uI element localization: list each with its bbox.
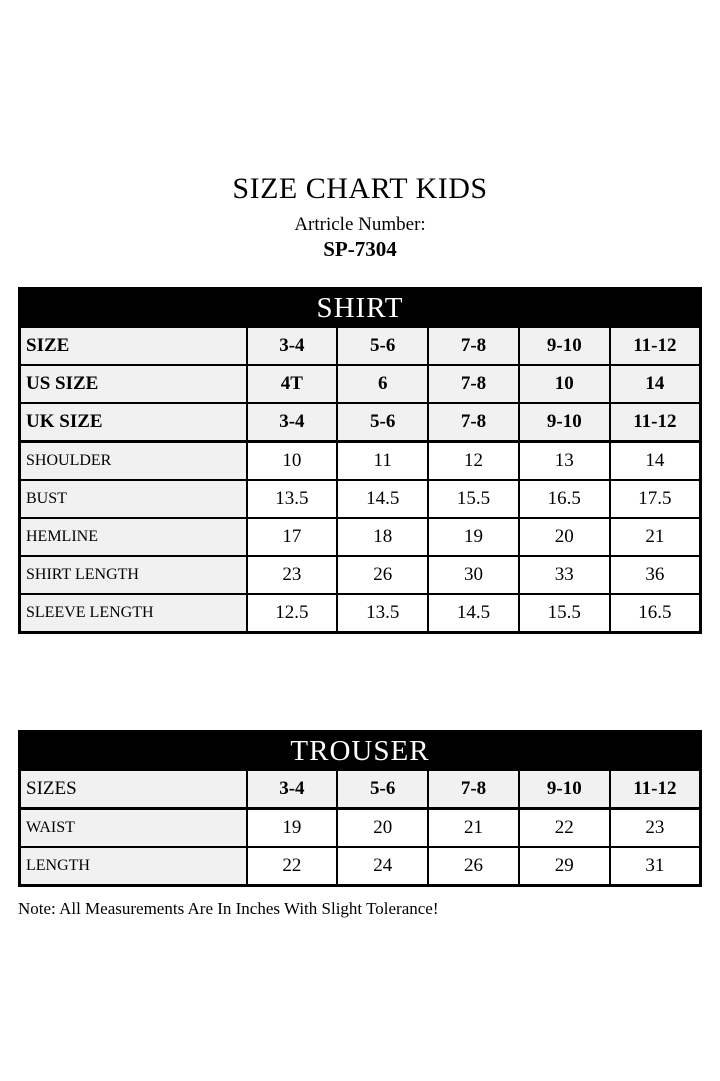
- trouser-table-title: TROUSER: [18, 730, 702, 771]
- value-cell: 9-10: [517, 326, 611, 366]
- trouser-size-table-section: TROUSER SIZES 3-4 5-6 7-8 9-10 11-12 WAIST 19 20…: [18, 730, 702, 887]
- shirt-table: SHIRT SIZE 3-4 5-6 7-8 9-10 11-12 US SIZE 4T 6 7-…: [18, 287, 702, 634]
- value-cell: 21: [608, 517, 702, 557]
- table-row: WAIST 19 20 21 22 23: [18, 807, 702, 848]
- value-cell: 16.5: [608, 593, 702, 634]
- value-cell: 36: [608, 555, 702, 595]
- table-row: SLEEVE LENGTH 12.5 13.5 14.5 15.5 16.5: [18, 593, 702, 634]
- row-label-cell: BUST: [18, 479, 248, 519]
- table-row: UK SIZE 3-4 5-6 7-8 9-10 11-12: [18, 402, 702, 443]
- value-cell: 7-8: [427, 326, 520, 366]
- trouser-table-header-row: TROUSER: [18, 730, 702, 771]
- value-cell: 3-4: [245, 326, 339, 366]
- shirt-table-header-row: SHIRT: [18, 287, 702, 328]
- value-cell: 19: [427, 517, 520, 557]
- row-label-cell: LENGTH: [18, 846, 248, 887]
- value-cell: 11: [336, 440, 430, 481]
- trouser-table: TROUSER SIZES 3-4 5-6 7-8 9-10 11-12 WAIST 19 20…: [18, 730, 702, 887]
- row-label-cell: WAIST: [18, 807, 248, 848]
- table-row: BUST 13.5 14.5 15.5 16.5 17.5: [18, 479, 702, 519]
- value-cell: 3-4: [245, 402, 339, 443]
- value-cell: 14: [608, 364, 702, 404]
- value-cell: 14: [608, 440, 702, 481]
- table-row: SIZE 3-4 5-6 7-8 9-10 11-12: [18, 326, 702, 366]
- value-cell: 15.5: [517, 593, 611, 634]
- value-cell: 7-8: [427, 769, 520, 810]
- article-number-label: Artricle Number:: [294, 214, 426, 235]
- value-cell: 11-12: [608, 326, 702, 366]
- value-cell: 15.5: [427, 479, 520, 519]
- row-label-cell: SIZE: [18, 326, 248, 366]
- value-cell: 11-12: [608, 402, 702, 443]
- row-label-cell: SHIRT LENGTH: [18, 555, 248, 595]
- value-cell: 30: [427, 555, 520, 595]
- row-label-cell: US SIZE: [18, 364, 248, 404]
- value-cell: 19: [245, 807, 339, 848]
- table-row: LENGTH 22 24 26 29 31: [18, 846, 702, 887]
- value-cell: 16.5: [517, 479, 611, 519]
- value-cell: 10: [245, 440, 339, 481]
- value-cell: 26: [427, 846, 520, 887]
- value-cell: 4T: [245, 364, 339, 404]
- value-cell: 12: [427, 440, 520, 481]
- table-row: SIZES 3-4 5-6 7-8 9-10 11-12: [18, 769, 702, 810]
- value-cell: 22: [517, 807, 611, 848]
- value-cell: 29: [517, 846, 611, 887]
- value-cell: 23: [608, 807, 702, 848]
- table-row: SHOULDER 10 11 12 13 14: [18, 440, 702, 481]
- row-label-cell: HEMLINE: [18, 517, 248, 557]
- value-cell: 12.5: [245, 593, 339, 634]
- value-cell: 13.5: [245, 479, 339, 519]
- value-cell: 13: [517, 440, 611, 481]
- shirt-size-table-section: SHIRT SIZE 3-4 5-6 7-8 9-10 11-12 US SIZE 4T 6 7-…: [18, 287, 702, 634]
- row-label-cell: SHOULDER: [18, 440, 248, 481]
- value-cell: 33: [517, 555, 611, 595]
- article-number-value: SP-7304: [323, 237, 397, 261]
- value-cell: 9-10: [517, 769, 611, 810]
- value-cell: 14.5: [336, 479, 430, 519]
- row-label-cell: UK SIZE: [18, 402, 248, 443]
- table-row: US SIZE 4T 6 7-8 10 14: [18, 364, 702, 404]
- value-cell: 14.5: [427, 593, 520, 634]
- value-cell: 17: [245, 517, 339, 557]
- shirt-table-title: SHIRT: [18, 287, 702, 328]
- row-label-cell: SLEEVE LENGTH: [18, 593, 248, 634]
- value-cell: 3-4: [245, 769, 339, 810]
- table-row: SHIRT LENGTH 23 26 30 33 36: [18, 555, 702, 595]
- measurements-note: Note: All Measurements Are In Inches Wit…: [18, 899, 439, 918]
- value-cell: 24: [336, 846, 430, 887]
- value-cell: 9-10: [517, 402, 611, 443]
- page-title: SIZE CHART KIDS: [232, 172, 488, 206]
- value-cell: 21: [427, 807, 520, 848]
- value-cell: 7-8: [427, 364, 520, 404]
- value-cell: 13.5: [336, 593, 430, 634]
- value-cell: 7-8: [427, 402, 520, 443]
- value-cell: 6: [336, 364, 430, 404]
- value-cell: 10: [517, 364, 611, 404]
- row-label-cell: SIZES: [18, 769, 248, 810]
- value-cell: 23: [245, 555, 339, 595]
- value-cell: 18: [336, 517, 430, 557]
- value-cell: 5-6: [336, 769, 430, 810]
- value-cell: 5-6: [336, 326, 430, 366]
- value-cell: 26: [336, 555, 430, 595]
- value-cell: 11-12: [608, 769, 702, 810]
- value-cell: 5-6: [336, 402, 430, 443]
- value-cell: 31: [608, 846, 702, 887]
- value-cell: 20: [336, 807, 430, 848]
- value-cell: 22: [245, 846, 339, 887]
- value-cell: 17.5: [608, 479, 702, 519]
- table-row: HEMLINE 17 18 19 20 21: [18, 517, 702, 557]
- value-cell: 20: [517, 517, 611, 557]
